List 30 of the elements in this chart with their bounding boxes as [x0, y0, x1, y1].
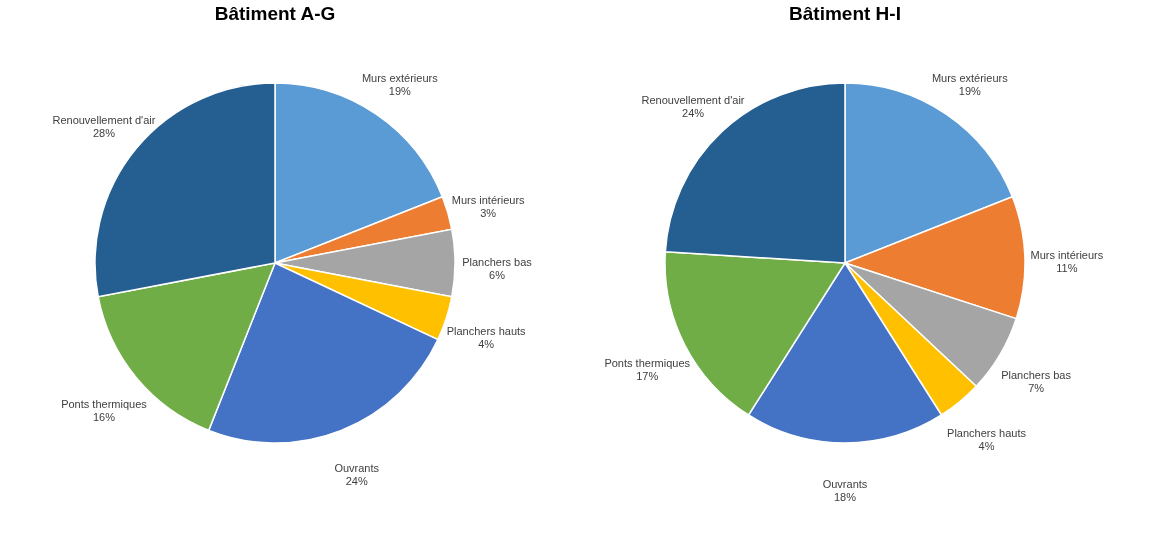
- slice-label: Planchers bas: [462, 256, 533, 268]
- slice-label: Murs intérieurs: [451, 194, 526, 207]
- data-label: 19%: [958, 85, 981, 98]
- slice-label: Planchers hauts: [947, 427, 1027, 440]
- data-label: 3%: [480, 207, 497, 220]
- chart-title: Bâtiment A-G: [214, 3, 336, 24]
- data-label: 16%: [92, 410, 116, 423]
- data-label: 4%: [478, 337, 495, 350]
- slice-label: Ponts thermiques: [604, 356, 691, 369]
- data-label: 4%: [978, 440, 995, 453]
- data-label: 24%: [345, 475, 368, 488]
- slice-label: Renouvellement d'air: [641, 94, 745, 107]
- data-label: 24%: [682, 107, 705, 120]
- slice-label: Murs intérieurs: [1030, 249, 1104, 262]
- slice-label: Ouvrants: [334, 462, 380, 475]
- slice-label: Planchers hauts: [446, 324, 527, 337]
- data-label: 11%: [1056, 262, 1078, 275]
- chart-title: Bâtiment H-I: [789, 3, 901, 24]
- data-label: 6%: [489, 269, 506, 281]
- slice-label: Planchers bas: [1001, 369, 1072, 382]
- slice-label: Renouvellement d'air: [52, 114, 156, 127]
- slice-label: Ponts thermiques: [61, 397, 148, 410]
- data-label: 28%: [92, 127, 116, 140]
- slice-label: Murs extérieurs: [361, 72, 439, 85]
- data-label: 18%: [833, 491, 857, 503]
- data-label: 7%: [1028, 382, 1045, 395]
- slice-label: Ouvrants: [822, 478, 868, 490]
- data-label: 19%: [388, 85, 411, 98]
- slice-label: Murs extérieurs: [931, 72, 1009, 85]
- data-label: 17%: [636, 369, 659, 382]
